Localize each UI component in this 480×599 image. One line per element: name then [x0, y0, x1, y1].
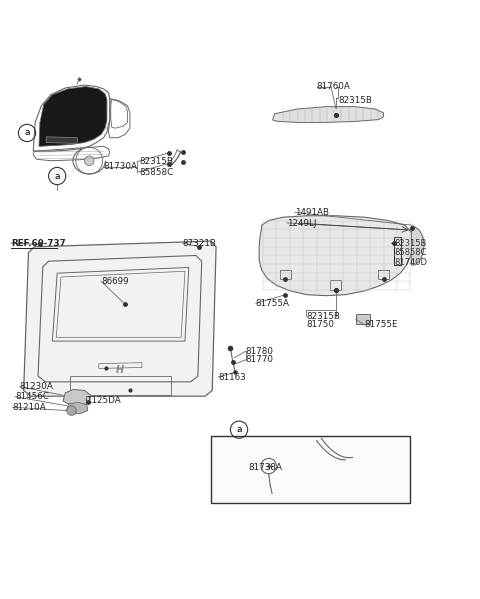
Circle shape — [67, 406, 76, 415]
Text: 82315B: 82315B — [306, 311, 340, 320]
Text: 81730A: 81730A — [104, 162, 138, 171]
Text: 81740D: 81740D — [395, 258, 428, 267]
Text: a: a — [24, 128, 30, 137]
Text: 85858C: 85858C — [395, 248, 427, 257]
Polygon shape — [259, 216, 413, 296]
Text: 81780: 81780 — [246, 347, 274, 356]
Text: 82315B: 82315B — [338, 96, 372, 105]
Text: 82315B: 82315B — [395, 238, 427, 247]
Bar — [378, 270, 389, 279]
Text: 1491AB: 1491AB — [295, 208, 329, 217]
Polygon shape — [273, 107, 384, 122]
Text: 81456C: 81456C — [15, 392, 49, 401]
Text: 81770: 81770 — [246, 355, 274, 364]
Text: 81750: 81750 — [306, 320, 334, 329]
Polygon shape — [67, 403, 88, 414]
Bar — [330, 280, 341, 290]
Bar — [280, 270, 291, 279]
Text: 87321B: 87321B — [182, 238, 216, 247]
Text: a: a — [54, 171, 60, 180]
Polygon shape — [63, 389, 91, 406]
Text: 81738A: 81738A — [249, 464, 283, 473]
Text: 81163: 81163 — [218, 373, 246, 382]
Bar — [356, 314, 370, 325]
Polygon shape — [46, 137, 77, 144]
Text: 81755A: 81755A — [256, 299, 290, 308]
Text: a: a — [236, 425, 242, 434]
Text: 82315B: 82315B — [140, 157, 173, 166]
Text: 86699: 86699 — [101, 277, 129, 286]
Text: 1125DA: 1125DA — [86, 395, 120, 404]
Bar — [394, 237, 401, 265]
Text: 81230A: 81230A — [20, 382, 54, 391]
Polygon shape — [411, 227, 424, 265]
Polygon shape — [39, 86, 107, 146]
Text: 1249LJ: 1249LJ — [287, 219, 316, 228]
Bar — [211, 436, 410, 503]
Circle shape — [84, 156, 94, 165]
Text: 81760A: 81760A — [317, 82, 350, 91]
Polygon shape — [24, 241, 216, 396]
Text: 81210A: 81210A — [12, 403, 47, 412]
Text: REF.60-737: REF.60-737 — [11, 238, 66, 247]
Text: 81755E: 81755E — [364, 320, 398, 329]
Text: H: H — [116, 365, 124, 376]
Text: 85858C: 85858C — [140, 168, 174, 177]
